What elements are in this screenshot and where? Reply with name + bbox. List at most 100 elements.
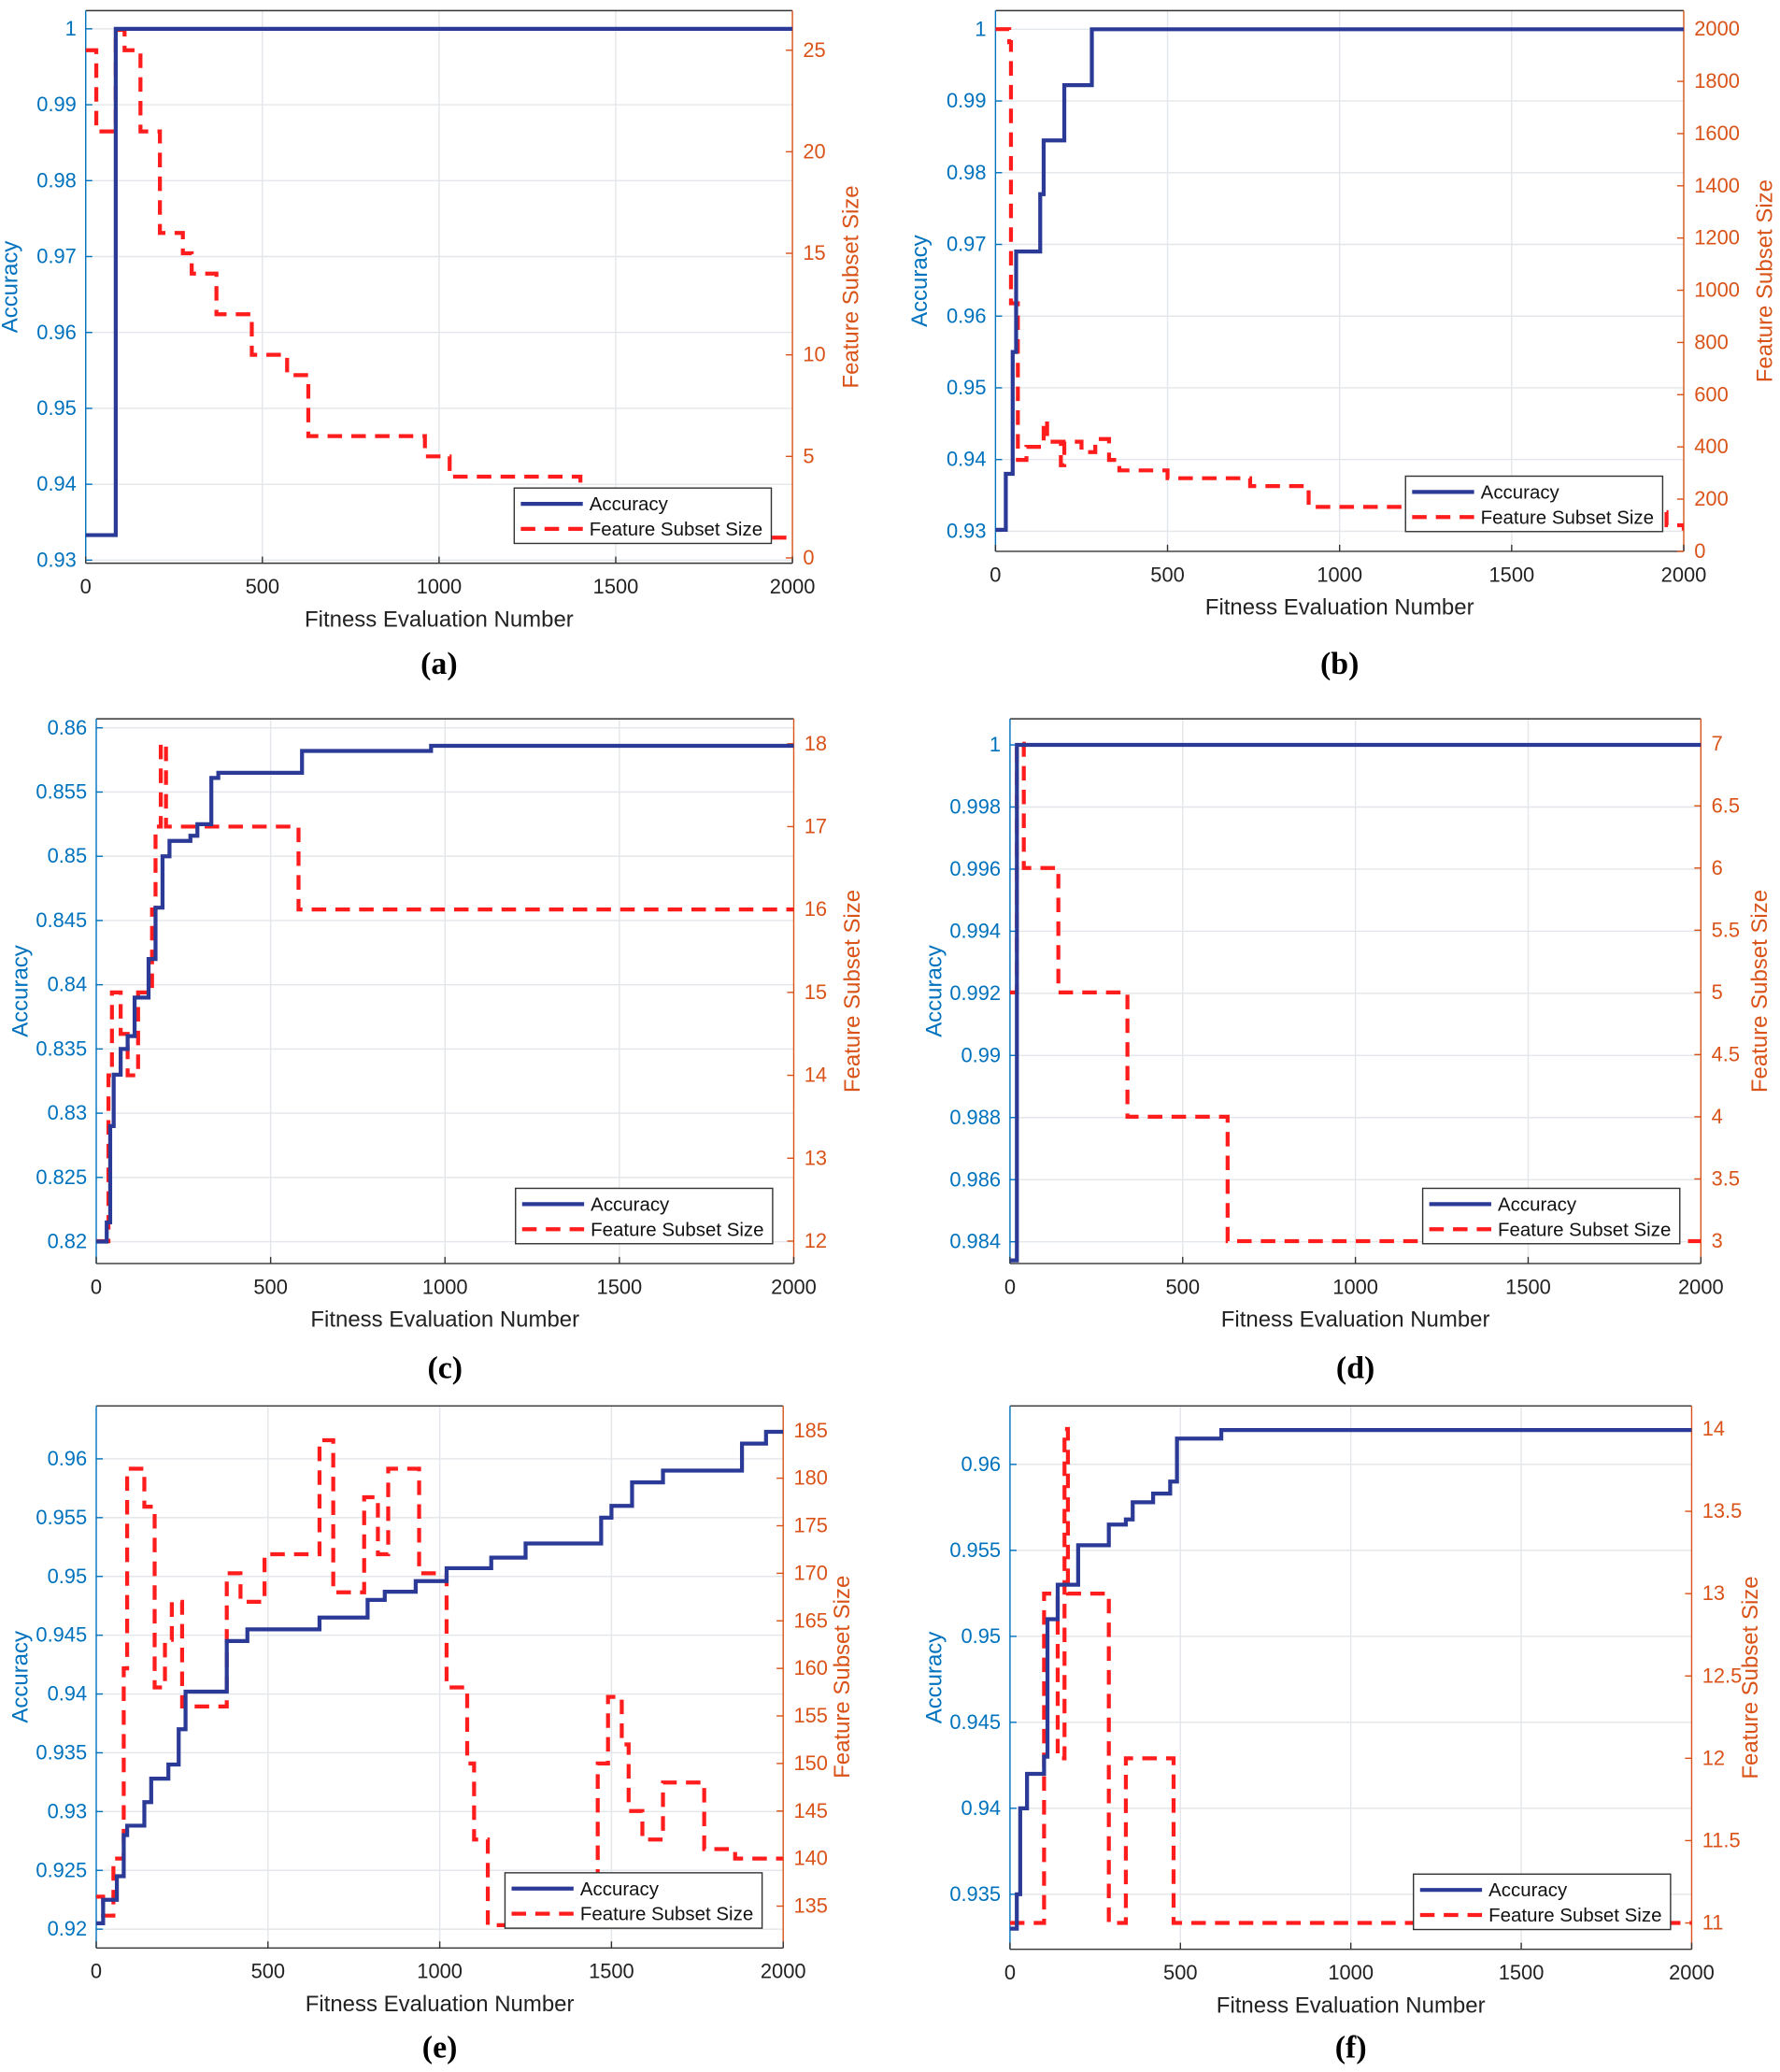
left-tick-label: 0.96 bbox=[48, 1447, 88, 1470]
legend-box bbox=[1404, 475, 1664, 533]
x-tick-label: 500 bbox=[251, 1960, 285, 1983]
x-tick-label: 500 bbox=[253, 1275, 287, 1298]
right-tick-label: 4 bbox=[1712, 1105, 1723, 1128]
left-tick-label: 0.95 bbox=[961, 1624, 1001, 1648]
right-tick-label: 145 bbox=[793, 1799, 827, 1822]
left-tick-label: 0.988 bbox=[949, 1106, 1001, 1129]
right-tick-label: 14 bbox=[1702, 1417, 1725, 1440]
x-tick-label: 0 bbox=[80, 575, 92, 598]
y-axis-title-right: Feature Subset Size bbox=[1747, 890, 1773, 1093]
chart-panel-b: 0 500 1000 1500 20000.930.940.950.960.970.98… bbox=[907, 9, 1778, 681]
right-tick-label: 4.5 bbox=[1712, 1042, 1740, 1065]
legend-accuracy-label: Accuracy bbox=[591, 1193, 670, 1215]
right-tick-label: 13 bbox=[1702, 1581, 1725, 1605]
legend-box bbox=[1413, 1873, 1672, 1931]
right-tick-label: 25 bbox=[803, 38, 825, 62]
x-axis-title: Fitness Evaluation Number bbox=[310, 1308, 579, 1333]
legend-accuracy-label: Accuracy bbox=[590, 493, 669, 515]
right-tick-label: 10 bbox=[803, 343, 825, 366]
x-tick-label: 1500 bbox=[597, 1275, 643, 1298]
right-tick-label: 16 bbox=[805, 897, 827, 921]
left-tick-label: 0.945 bbox=[949, 1710, 1001, 1734]
chart-panel-d: 0 500 1000 1500 2000 0.984 0.986 0.988 0.99 0.992… bbox=[922, 718, 1773, 1386]
right-tick-label: 160 bbox=[793, 1656, 827, 1679]
left-tick-label: 0.99 bbox=[947, 89, 987, 112]
right-tick-label: 1000 bbox=[1694, 279, 1740, 302]
feature-subset-size-series-line bbox=[1009, 1426, 1692, 1925]
x-tick-label: 0 bbox=[91, 1960, 102, 1983]
y-axis-title-left: Accuracy bbox=[0, 241, 22, 334]
x-tick-label: 1000 bbox=[422, 1275, 468, 1298]
accuracy-series-line bbox=[995, 27, 1684, 533]
left-tick-label: 0.835 bbox=[36, 1036, 87, 1060]
accuracy-series-line bbox=[85, 26, 793, 537]
right-tick-label: 5.5 bbox=[1712, 918, 1740, 941]
left-tick-label: 0.945 bbox=[36, 1623, 87, 1647]
left-tick-label: 0.97 bbox=[36, 245, 77, 268]
right-tick-label: 5 bbox=[803, 444, 814, 467]
legend: Accuracy Feature Subset Size bbox=[504, 1872, 763, 1929]
right-tick-label: 3 bbox=[1712, 1229, 1723, 1252]
accuracy-series-line bbox=[1009, 742, 1702, 1263]
panel-caption: (b) bbox=[1320, 647, 1359, 681]
right-tick-label: 1600 bbox=[1694, 121, 1740, 145]
y-axis-title-left: Accuracy bbox=[8, 1631, 34, 1723]
x-tick-label: 2000 bbox=[770, 575, 816, 598]
left-tick-label: 0.94 bbox=[961, 1796, 1001, 1820]
left-tick-label: 0.96 bbox=[961, 1452, 1001, 1476]
right-tick-label: 1400 bbox=[1694, 174, 1740, 197]
x-tick-label: 1500 bbox=[1499, 1961, 1545, 1984]
legend-feature-label: Feature Subset Size bbox=[590, 519, 762, 540]
left-tick-label: 0.83 bbox=[48, 1101, 88, 1124]
right-tick-label: 0 bbox=[803, 546, 814, 569]
x-tick-label: 1500 bbox=[1505, 1275, 1551, 1298]
left-tick-label: 0.94 bbox=[36, 472, 77, 495]
x-tick-label: 2000 bbox=[761, 1960, 806, 1983]
left-tick-label: 0.98 bbox=[947, 161, 987, 184]
x-tick-label: 2000 bbox=[1678, 1275, 1724, 1298]
left-tick-label: 0.85 bbox=[48, 844, 88, 867]
panel-caption: (f) bbox=[1335, 2030, 1367, 2065]
legend: Accuracy Feature Subset Size bbox=[515, 1187, 774, 1245]
panel-caption: (e) bbox=[422, 2030, 458, 2065]
legend: Accuracy Feature Subset Size bbox=[1421, 1187, 1681, 1245]
accuracy-series-line bbox=[1009, 1427, 1692, 1931]
x-tick-label: 2000 bbox=[771, 1275, 817, 1298]
left-tick-label: 0.845 bbox=[36, 908, 87, 932]
right-tick-label: 14 bbox=[805, 1064, 827, 1087]
x-tick-label: 1500 bbox=[593, 575, 639, 598]
chart-panel-a: 0 500 1000 1500 2000 0.93 0.94 0.95 0.96 0.97 0.98… bbox=[0, 9, 864, 681]
y-axis-title-right: Feature Subset Size bbox=[840, 890, 865, 1093]
x-tick-label: 1000 bbox=[417, 575, 463, 598]
panel-caption: (c) bbox=[427, 1351, 463, 1386]
right-tick-label: 11 bbox=[1702, 1911, 1724, 1935]
legend: Accuracy Feature Subset Size bbox=[1404, 475, 1664, 533]
right-tick-label: 15 bbox=[805, 980, 827, 1004]
left-tick-label: 0.94 bbox=[947, 448, 987, 471]
x-tick-label: 500 bbox=[246, 575, 279, 598]
y-axis-title-right: Feature Subset Size bbox=[830, 1576, 855, 1779]
x-tick-label: 0 bbox=[91, 1275, 102, 1298]
feature-subset-size-series-line bbox=[96, 1437, 784, 1927]
left-tick-label: 0.95 bbox=[947, 376, 987, 399]
x-axis-title: Fitness Evaluation Number bbox=[1217, 1993, 1486, 2018]
left-tick-label: 0.93 bbox=[48, 1799, 88, 1822]
legend-feature-label: Feature Subset Size bbox=[591, 1219, 763, 1240]
panel-caption: (d) bbox=[1336, 1351, 1374, 1386]
y-axis-title-right: Feature Subset Size bbox=[1753, 179, 1778, 382]
right-tick-label: 2000 bbox=[1694, 17, 1740, 40]
left-tick-label: 0.86 bbox=[48, 716, 88, 739]
legend-accuracy-label: Accuracy bbox=[1498, 1193, 1577, 1215]
left-tick-label: 0.99 bbox=[36, 93, 77, 116]
left-tick-label: 0.99 bbox=[961, 1043, 1001, 1066]
left-tick-label: 0.95 bbox=[48, 1565, 88, 1588]
right-tick-label: 13.5 bbox=[1702, 1499, 1743, 1522]
y-axis-title-left: Accuracy bbox=[922, 1632, 947, 1724]
left-tick-label: 0.82 bbox=[48, 1230, 88, 1253]
legend-accuracy-label: Accuracy bbox=[580, 1879, 660, 1900]
accuracy-series-line bbox=[96, 1429, 784, 1925]
left-tick-label: 0.998 bbox=[949, 795, 1001, 819]
x-tick-label: 0 bbox=[990, 563, 1001, 586]
right-tick-label: 7 bbox=[1712, 732, 1723, 755]
